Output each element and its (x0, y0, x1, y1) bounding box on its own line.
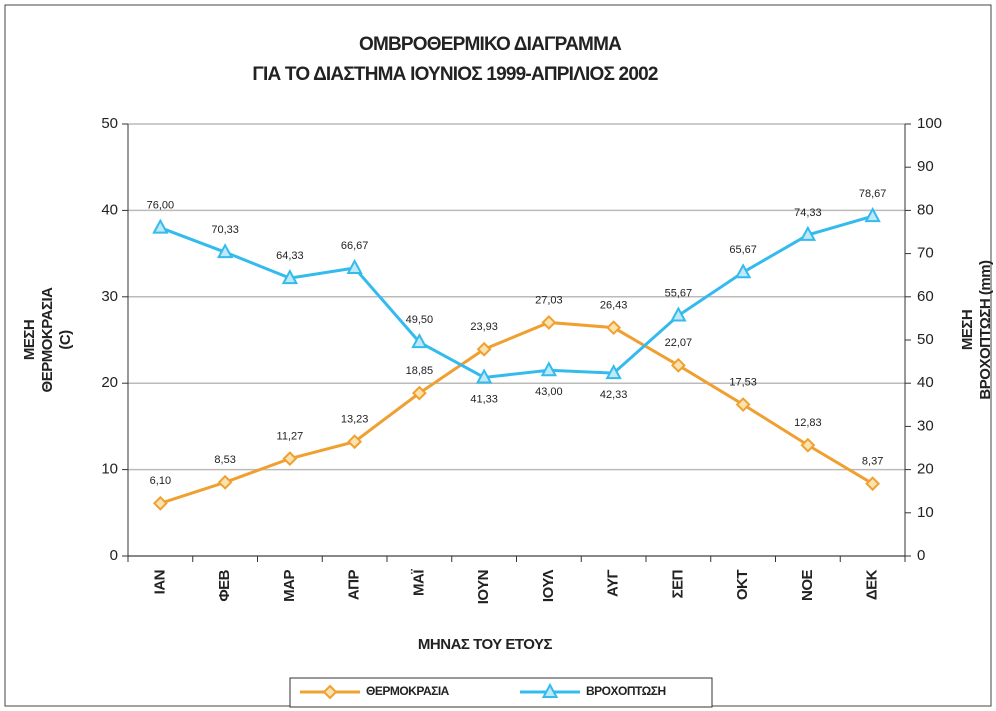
series-line (159, 320, 874, 505)
data-point (734, 263, 752, 279)
x-tick-label: ΙΟΥΝ (475, 570, 492, 604)
data-point (217, 474, 233, 490)
data-label: 55,67 (665, 287, 693, 299)
chart-title: ΟΜΒΡΟΘΕΡΜΙΚΟ ΔΙΑΓΡΑΜΜΑ (359, 34, 622, 55)
data-label: 22,07 (665, 337, 693, 349)
data-point (735, 397, 751, 412)
data-point (216, 243, 234, 259)
x-tick-label: ΦΕΒ (216, 569, 233, 601)
data-label: 43,00 (535, 386, 563, 398)
y2-axis-label: ΜΕΣΗ (959, 310, 976, 350)
data-label: 6,10 (150, 475, 171, 487)
chart-border (4, 4, 992, 707)
data-point (540, 361, 558, 377)
x-tick-label: ΙΑΝ (151, 570, 168, 594)
y2-tick-label: 70 (917, 245, 934, 262)
x-tick-label: ΣΕΠ (669, 570, 686, 598)
y2-tick-label: 60 (917, 288, 934, 305)
chart-subtitle: ΓΙΑ ΤΟ ΔΙΑΣΤΗΜΑ ΙΟΥΝΙΟΣ 1999-ΑΠΡΙΛΙΟΣ 20… (252, 64, 657, 85)
y-tick-label: 50 (101, 115, 118, 132)
y2-tick-label: 30 (917, 417, 934, 434)
data-point (281, 268, 299, 285)
data-label: 27,03 (535, 294, 563, 306)
data-label: 23,93 (470, 321, 498, 333)
y2-tick-label: 100 (917, 115, 942, 132)
data-label: 76,00 (147, 200, 175, 212)
data-point (864, 207, 881, 223)
data-label: 65,67 (729, 244, 757, 256)
data-label: 13,23 (341, 414, 369, 426)
y-tick-label: 40 (101, 201, 118, 218)
data-label: 66,67 (341, 240, 369, 252)
data-label: 70,33 (211, 224, 239, 236)
data-point (152, 218, 169, 234)
series-line (159, 214, 874, 379)
x-axis-label: ΜΗΝΑΣ ΤΟΥ ΕΤΟΥΣ (418, 636, 553, 653)
data-label: 18,85 (406, 365, 434, 377)
y2-tick-label: 50 (917, 331, 934, 348)
data-label: 12,83 (794, 417, 822, 429)
data-label: 26,43 (600, 300, 628, 312)
data-point (800, 437, 816, 453)
data-point (476, 341, 492, 357)
data-label: 49,50 (406, 314, 434, 326)
legend-label: ΒΡΟΧΟΠΤΩΣΗ (586, 684, 666, 698)
data-label: 42,33 (600, 389, 628, 401)
x-tick-label: ΜΑΡ (281, 570, 298, 602)
data-label: 64,33 (276, 250, 304, 262)
data-point (865, 476, 881, 492)
x-tick-label: ΑΥΓ (605, 570, 622, 597)
data-label: 8,53 (214, 454, 235, 466)
legend-marker (322, 684, 338, 700)
data-point (475, 368, 493, 384)
data-label: 41,33 (470, 393, 498, 405)
x-tick-label: ΝΟΕ (799, 570, 816, 602)
x-tick-label: ΑΠΡ (346, 570, 363, 601)
legend-label: ΘΕΡΜΟΚΡΑΣΙΑ (366, 684, 450, 698)
y2-tick-label: 40 (917, 374, 934, 391)
data-label: 8,37 (862, 456, 883, 468)
y-axis-label: ΘΕΡΜΟΚΡΑΣΙΑ (39, 287, 56, 393)
data-point (347, 434, 363, 450)
y-axis-label: ΜΕΣΗ (21, 320, 38, 360)
data-label: 78,67 (859, 188, 887, 200)
y-tick-label: 0 (110, 547, 118, 564)
data-point (605, 364, 622, 380)
y-tick-label: 20 (101, 374, 118, 391)
y2-tick-label: 10 (917, 504, 934, 521)
legend-marker (541, 682, 559, 698)
x-tick-label: ΙΟΥΛ (540, 570, 557, 603)
legend-box (289, 677, 713, 708)
data-label: 17,53 (729, 376, 757, 388)
y-tick-label: 10 (101, 461, 118, 478)
x-tick-label: ΜΑΪ (410, 569, 427, 596)
y-axis-label: (C) (57, 330, 74, 350)
y2-tick-label: 20 (917, 461, 934, 478)
y2-tick-label: 0 (917, 547, 925, 564)
data-label: 74,33 (794, 207, 822, 219)
data-point (411, 385, 427, 401)
data-point (282, 451, 298, 467)
data-label: 11,27 (277, 431, 304, 443)
data-point (411, 333, 428, 349)
x-tick-label: ΟΚΤ (734, 570, 751, 601)
data-point (670, 357, 686, 373)
data-point (346, 258, 363, 274)
y-tick-label: 30 (101, 288, 118, 305)
y2-tick-label: 80 (917, 201, 934, 218)
y2-axis-label: ΒΡΟΧΟΠΤΩΣΗ (mm) (977, 260, 994, 400)
data-point (541, 315, 557, 330)
data-point (606, 320, 622, 336)
data-point (799, 225, 817, 241)
x-tick-label: ΔΕΚ (864, 569, 881, 600)
data-point (670, 306, 687, 322)
data-point (152, 495, 168, 511)
y2-tick-label: 90 (917, 158, 934, 175)
